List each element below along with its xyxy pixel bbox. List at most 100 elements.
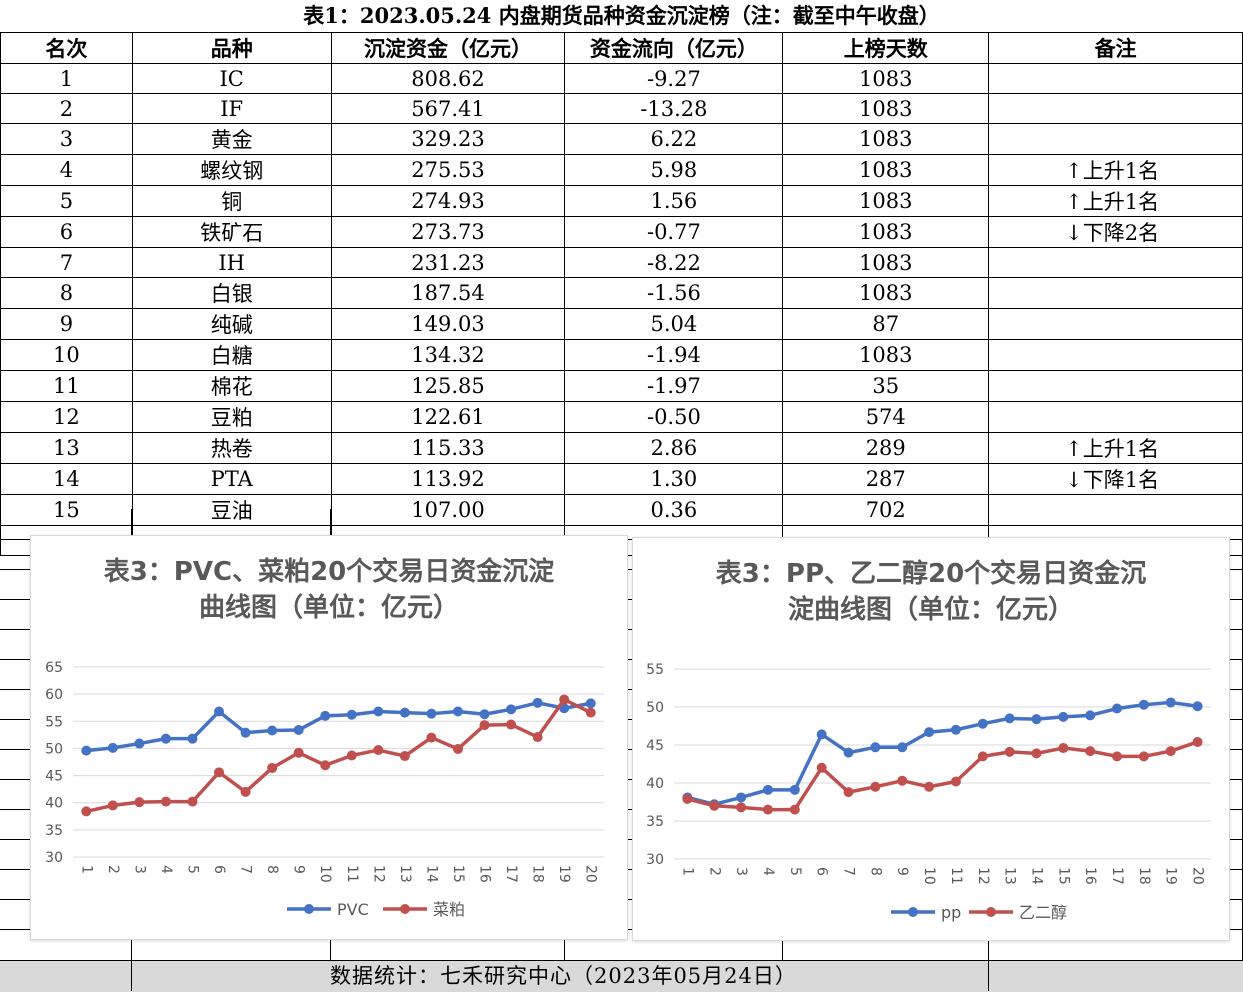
data-point-0 — [1165, 697, 1176, 708]
cell-rank: 8 — [0, 277, 133, 309]
x-tick-label: 19 — [556, 865, 572, 883]
table-row: 10 白糖 134.32 -1.94 1083 — [0, 339, 1243, 371]
legend-label-1: 菜粕 — [433, 900, 465, 919]
x-tick-label: 11 — [344, 865, 360, 883]
y-tick-label: 40 — [646, 776, 664, 792]
data-point-1 — [762, 804, 773, 815]
data-point-1 — [1112, 751, 1123, 762]
table-row: 3 黄金 329.23 6.22 1083 — [0, 123, 1243, 155]
data-point-0 — [134, 738, 145, 749]
data-point-1 — [107, 800, 118, 811]
data-point-1 — [682, 793, 693, 804]
cell-flow: -8.22 — [564, 247, 784, 278]
data-point-1 — [532, 732, 543, 743]
table-row: 12 豆粕 122.61 -0.50 574 — [0, 401, 1243, 433]
cell-capital: 274.93 — [330, 185, 566, 217]
cell-capital: 113.92 — [330, 463, 566, 495]
header-days: 上榜天数 — [782, 32, 990, 64]
x-tick-label: 11 — [948, 867, 964, 885]
cell-flow: 5.04 — [564, 308, 784, 340]
x-tick-label: 20 — [1190, 867, 1206, 885]
y-tick-label: 30 — [45, 850, 63, 866]
y-tick-label: 50 — [646, 700, 664, 716]
cell-flow: -9.27 — [564, 63, 784, 94]
cell-flow: -13.28 — [564, 93, 784, 124]
data-point-0 — [977, 718, 988, 729]
y-tick-label: 45 — [646, 738, 664, 754]
data-point-0 — [81, 745, 92, 756]
data-point-0 — [1031, 714, 1042, 725]
data-point-1 — [506, 719, 517, 730]
y-tick-label: 55 — [646, 662, 664, 678]
cell-days: 289 — [782, 432, 990, 464]
cell-rank: 12 — [0, 401, 133, 433]
table-title: 表1：2023.05.24 内盘期货品种资金沉淀榜（注：截至中午收盘） — [303, 3, 940, 28]
cell-days: 1083 — [782, 247, 990, 278]
table-row: 6 铁矿石 273.73 -0.77 1083 ↓下降2名 — [0, 216, 1243, 248]
cell-note: ↑上升1名 — [988, 185, 1243, 217]
data-point-0 — [532, 697, 543, 708]
ranking-table: 名次 品种 沉淀资金（亿元） 资金流向（亿元） 上榜天数 备注 1 IC 808.6… — [0, 32, 1243, 556]
cell-capital: 125.85 — [330, 370, 566, 402]
cell-note — [988, 494, 1243, 526]
series-line-1 — [686, 740, 1199, 812]
cell-note: ↓下降1名 — [988, 463, 1243, 495]
table-row: 11 棉花 125.85 -1.97 35 — [0, 370, 1243, 402]
cell-days: 1083 — [782, 63, 990, 94]
data-point-0 — [1192, 701, 1203, 712]
data-point-0 — [950, 724, 961, 735]
table-row: 5 铜 274.93 1.56 1083 ↑上升1名 — [0, 185, 1243, 217]
cell-capital: 273.73 — [330, 216, 566, 248]
header-variety: 品种 — [131, 32, 332, 64]
data-point-0 — [1058, 711, 1069, 722]
cell-rank: 14 — [0, 463, 133, 495]
cell-flow: 2.86 — [564, 432, 784, 464]
header-rank: 名次 — [0, 32, 133, 64]
cell-rank: 11 — [0, 370, 133, 402]
cell-variety: 螺纹钢 — [131, 154, 332, 186]
cell-flow: -1.94 — [564, 339, 784, 371]
y-tick-label: 65 — [45, 660, 63, 676]
cell-days: 1083 — [782, 216, 990, 248]
x-tick-label: 7 — [841, 867, 857, 876]
cell-variety: 热卷 — [131, 432, 332, 464]
data-point-0 — [426, 708, 437, 719]
cell-rank: 5 — [0, 185, 133, 217]
cell-variety: 铁矿石 — [131, 216, 332, 248]
chart-title-line1: 表3：PVC、菜粕20个交易日资金沉淀 — [103, 557, 555, 587]
cell-variety: 铜 — [131, 185, 332, 217]
x-tick-label: 10 — [317, 865, 333, 883]
data-point-1 — [559, 694, 570, 705]
legend-marker-0 — [908, 907, 918, 917]
cell-days: 1083 — [782, 154, 990, 186]
y-tick-label: 35 — [646, 814, 664, 830]
cell-days: 1083 — [782, 277, 990, 309]
cell-rank: 2 — [0, 93, 133, 124]
data-point-0 — [107, 742, 118, 753]
x-tick-label: 7 — [238, 865, 254, 874]
chart-pp-ethylene-glycol: 表3：PP、乙二醇20个交易日资金沉 淀曲线图（单位：亿元） 30 35 40 45 5… — [632, 537, 1230, 941]
cell-variety: 白银 — [131, 277, 332, 309]
cell-days: 1083 — [782, 339, 990, 371]
x-tick-label: 1 — [78, 865, 94, 874]
x-tick-label: 12 — [975, 867, 991, 885]
data-point-1 — [81, 806, 92, 817]
data-point-0 — [1112, 703, 1123, 714]
y-tick-label: 45 — [45, 769, 63, 785]
cell-flow: -1.56 — [564, 277, 784, 309]
x-tick-label: 9 — [894, 867, 910, 876]
x-tick-label: 12 — [370, 865, 386, 883]
data-point-1 — [709, 800, 720, 811]
x-tick-label: 4 — [158, 865, 174, 874]
cell-note — [988, 308, 1243, 340]
data-point-0 — [320, 710, 331, 721]
data-point-1 — [870, 781, 881, 792]
data-point-0 — [479, 709, 490, 720]
y-tick-label: 40 — [45, 796, 63, 812]
cell-capital: 107.00 — [330, 494, 566, 526]
legend-label-1: 乙二醇 — [1019, 903, 1067, 922]
footer-bar — [0, 960, 1243, 992]
cell-rank: 7 — [0, 247, 133, 278]
x-tick-label: 18 — [530, 865, 546, 883]
